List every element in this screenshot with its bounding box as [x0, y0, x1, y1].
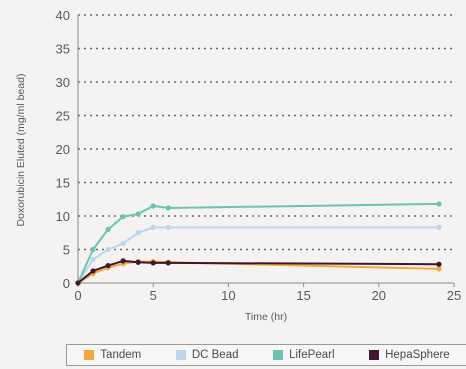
y-tick-label-15: 15 [56, 176, 70, 191]
legend-label-dc-bead: DC Bead [191, 349, 239, 361]
data-point-hepasphere-7 [436, 261, 442, 267]
data-point-hepasphere-4 [135, 259, 141, 265]
data-point-tandem-7 [436, 266, 442, 272]
data-point-lifepearl-6 [165, 205, 171, 211]
y-tick-label-10: 10 [56, 209, 70, 224]
data-point-dc-bead-5 [150, 224, 156, 230]
legend-label-lifepearl: LifePearl [289, 349, 335, 361]
data-point-lifepearl-1 [90, 246, 96, 253]
data-point-dc-bead-4 [135, 230, 141, 236]
axes [77, 15, 455, 287]
legend-label-tandem: Tandem [100, 349, 142, 361]
series-line-dc-bead [77, 226, 439, 284]
legend-swatch-lifepearl [273, 350, 284, 360]
x-tick-label-25: 25 [447, 288, 461, 303]
data-point-lifepearl-4 [135, 211, 141, 217]
data-point-lifepearl-5 [150, 203, 156, 209]
data-point-lifepearl-7 [436, 201, 442, 207]
data-point-hepasphere-2 [105, 262, 111, 269]
y-tick-label-5: 5 [63, 243, 70, 258]
legend-item-dc-bead: DC Bead [175, 349, 239, 361]
x-tick-labels: 0 5 10 15 20 25 [74, 288, 461, 303]
x-tick-label-5: 5 [150, 288, 157, 303]
legend-item-lifepearl: LifePearl [273, 349, 335, 361]
x-tick-label-20: 20 [372, 288, 386, 303]
y-tick-label-0: 0 [63, 276, 70, 291]
data-point-dc-bead-3 [120, 240, 126, 247]
data-point-hepasphere-5 [150, 260, 156, 266]
series-dc-bead [75, 224, 442, 286]
series-lines [75, 201, 442, 286]
y-tick-label-20: 20 [56, 142, 70, 157]
data-point-hepasphere-0 [75, 280, 81, 286]
gridlines [78, 14, 454, 251]
data-point-lifepearl-3 [120, 214, 126, 220]
series-line-hepasphere [77, 259, 440, 284]
data-point-dc-bead-6 [165, 224, 171, 230]
y-tick-label-35: 35 [56, 42, 70, 57]
legend-swatch-hepasphere [369, 350, 380, 360]
data-point-lifepearl-2 [105, 226, 111, 232]
legend-item-tandem: Tandem [84, 349, 141, 361]
x-tick-label-0: 0 [74, 288, 81, 303]
y-axis-label: Doxorubicin Eluted (mg/ml bead) [15, 74, 27, 227]
series-hepasphere [75, 258, 442, 286]
data-point-hepasphere-6 [165, 260, 171, 266]
x-tick-label-15: 15 [296, 288, 310, 303]
x-tick-label-10: 10 [221, 288, 235, 303]
y-tick-label-30: 30 [56, 75, 70, 90]
series-lifepearl [75, 201, 442, 286]
data-point-hepasphere-3 [120, 258, 126, 264]
data-point-hepasphere-1 [90, 268, 96, 274]
data-point-dc-bead-2 [105, 246, 111, 253]
legend-swatch-dc-bead [175, 350, 186, 360]
doxorubicin-elution-chart: 0 5 10 15 20 25 30 35 40 0 5 10 15 20 25 Doxorubicin … [15, 8, 461, 323]
y-tick-label-25: 25 [56, 109, 70, 124]
legend-item-hepasphere: HepaSphere [369, 349, 450, 361]
legend-label-hepasphere: HepaSphere [385, 349, 450, 361]
data-point-dc-bead-1 [90, 256, 96, 263]
legend-swatch-tandem [84, 350, 95, 360]
y-tick-label-40: 40 [56, 8, 70, 23]
legend: Tandem DC Bead LifePearl HepaSphere [66, 344, 466, 366]
y-tick-labels: 0 5 10 15 20 25 30 35 40 [56, 8, 70, 291]
x-axis-label: Time (hr) [245, 311, 287, 323]
data-point-dc-bead-7 [436, 224, 442, 230]
